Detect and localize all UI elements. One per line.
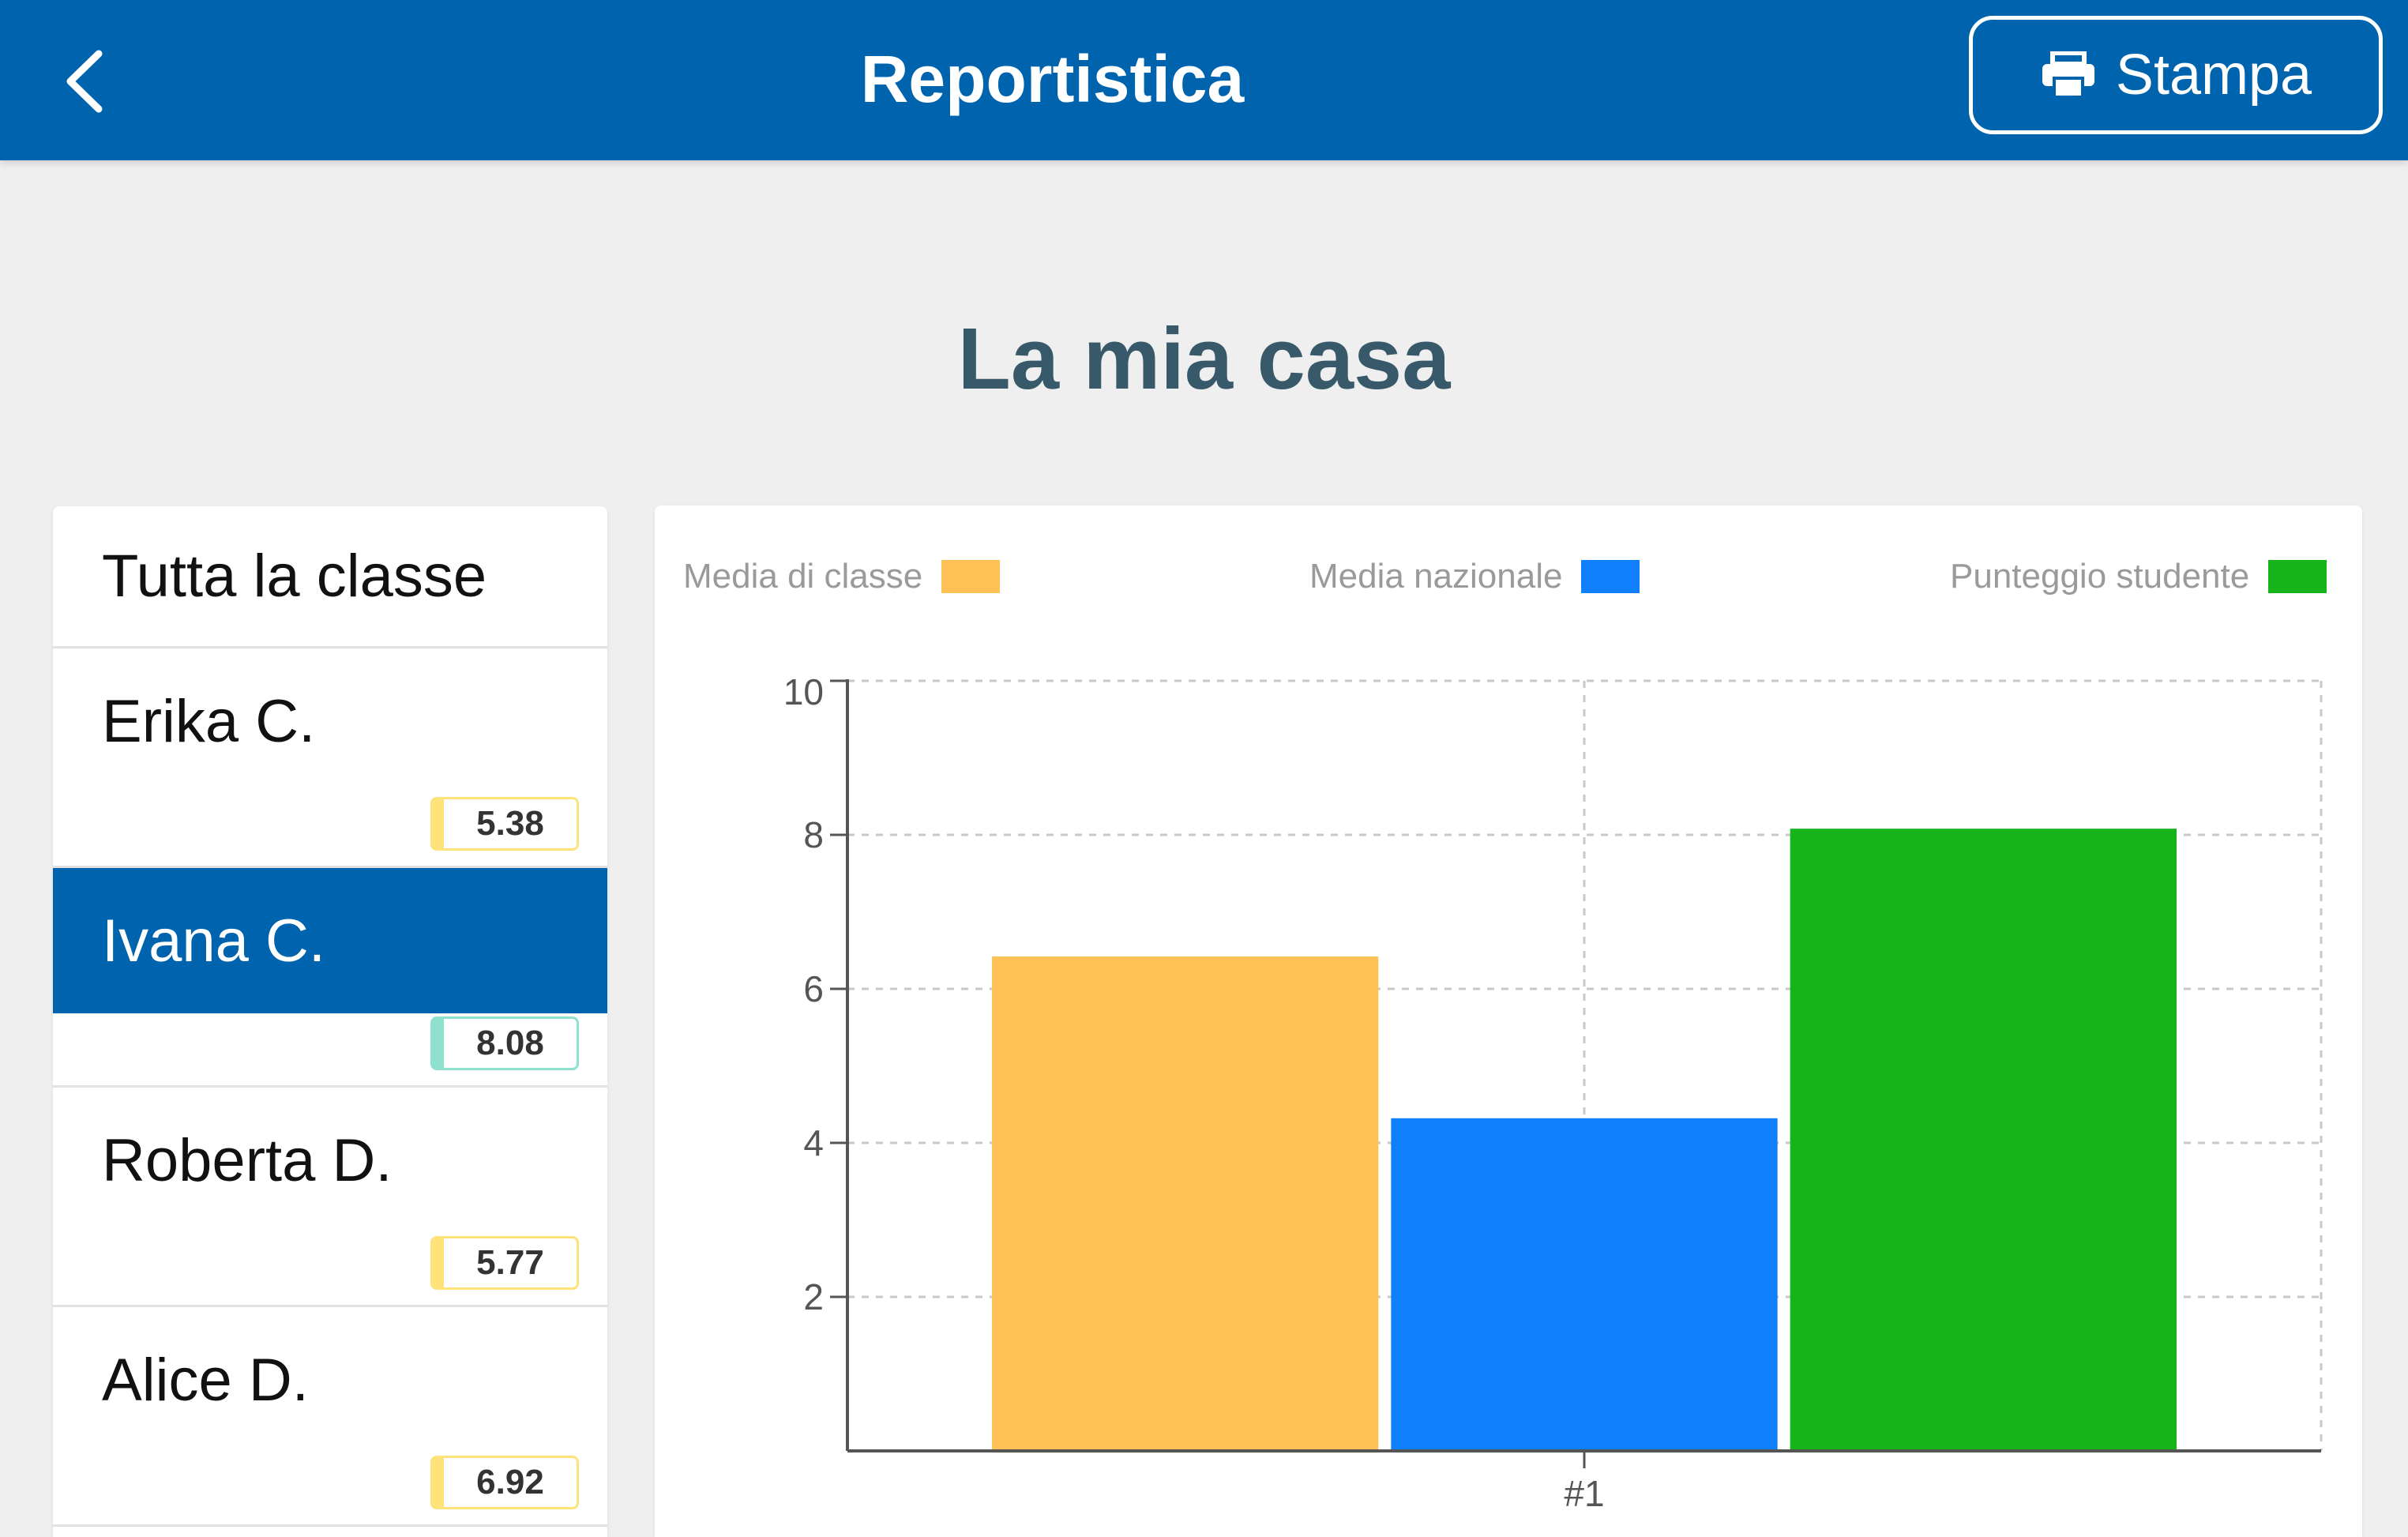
student-name: Roberta D.: [102, 1126, 393, 1194]
chevron-left-icon: [66, 50, 103, 113]
page-title: La mia casa: [957, 310, 1451, 408]
legend-swatch: [2268, 560, 2327, 593]
y-tick-label: 6: [803, 968, 824, 1009]
top-bar: Reportistica Stampa: [0, 0, 2408, 160]
y-tick-label: 2: [803, 1276, 824, 1317]
app-title: Reportistica: [860, 42, 1245, 116]
student-name: Erika C.: [102, 687, 316, 755]
printer-icon: [2042, 51, 2094, 99]
student-row[interactable]: Alice D. 6.92: [53, 1307, 607, 1527]
chart-card: Media di classe Media nazionale Punteggi…: [655, 505, 2362, 1537]
student-list: Tutta la classe Erika C. 5.38 Ivana C. 8…: [53, 506, 607, 1537]
x-tick-label: #1: [1564, 1473, 1604, 1514]
whole-class-item[interactable]: Tutta la classe: [53, 506, 607, 648]
student-row[interactable]: Roberta D. 5.77: [53, 1088, 607, 1307]
score-badge: 8.08: [430, 1017, 579, 1070]
bar-chart: 2 4 6 8 10 #1: [783, 671, 2323, 1514]
student-row[interactable]: Ivana C. 8.08: [53, 868, 607, 1088]
print-button[interactable]: Stampa: [1969, 16, 2383, 134]
back-button[interactable]: [49, 38, 120, 125]
legend-item-student-score: Punteggio studente: [1950, 553, 2327, 600]
whole-class-label: Tutta la classe: [102, 543, 487, 610]
legend-label: Media di classe: [683, 557, 923, 596]
y-tick-label: 4: [803, 1122, 824, 1163]
y-tick-label: 8: [803, 814, 824, 855]
y-tick-label: 10: [783, 671, 824, 712]
bar: [1391, 1118, 1778, 1451]
legend-item-national-average: Media nazionale: [1309, 553, 1640, 600]
score-badge: 6.92: [430, 1456, 579, 1509]
score-badge: 5.38: [430, 797, 579, 851]
student-row[interactable]: Erika C. 5.38: [53, 648, 607, 868]
score-badge: 5.77: [430, 1236, 579, 1290]
legend-item-class-average: Media di classe: [683, 553, 1001, 600]
print-label: Stampa: [2115, 43, 2312, 107]
legend-label: Media nazionale: [1309, 557, 1563, 596]
legend-swatch: [1581, 560, 1640, 593]
legend-swatch: [941, 560, 1001, 593]
student-name: Alice D.: [102, 1346, 309, 1414]
legend-label: Punteggio studente: [1950, 557, 2250, 596]
student-name: Ivana C.: [53, 868, 607, 1013]
bar: [1790, 829, 2177, 1451]
bar: [992, 956, 1379, 1451]
